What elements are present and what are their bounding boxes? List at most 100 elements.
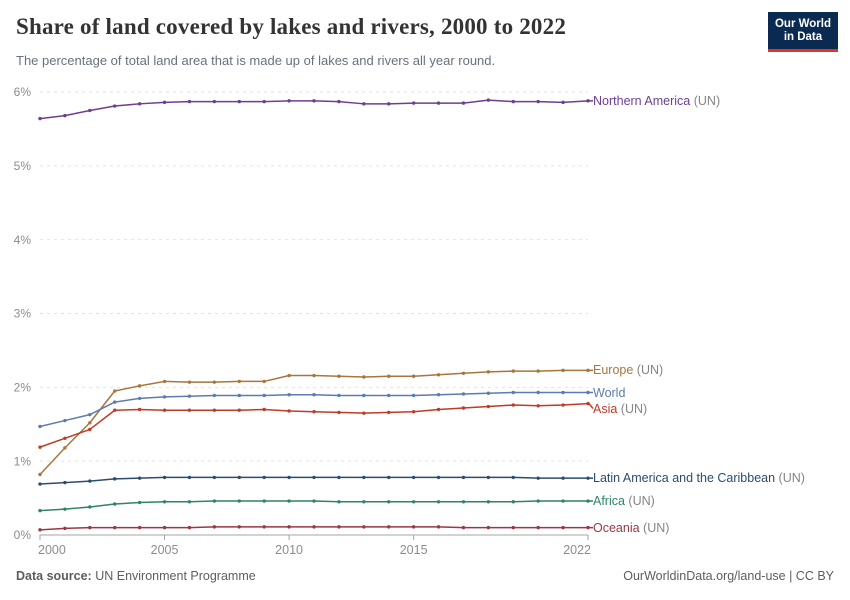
x-tick-label: 2022 xyxy=(563,543,591,557)
data-point xyxy=(38,116,42,121)
data-point xyxy=(237,379,241,384)
data-point xyxy=(187,475,192,480)
data-point xyxy=(88,108,92,113)
data-point xyxy=(113,525,117,530)
data-point xyxy=(362,102,366,106)
data-point xyxy=(362,525,366,529)
data-point xyxy=(486,500,491,504)
owid-logo[interactable]: Our World in Data xyxy=(767,12,838,52)
data-point xyxy=(411,525,416,529)
data-point xyxy=(486,525,491,530)
data-point xyxy=(38,424,42,429)
data-point xyxy=(38,508,42,513)
data-point xyxy=(137,525,142,530)
data-point xyxy=(436,101,441,105)
data-point xyxy=(586,499,590,503)
data-point xyxy=(137,407,142,412)
data-point xyxy=(63,446,67,450)
data-point xyxy=(486,391,491,395)
data-point xyxy=(312,475,316,480)
data-point xyxy=(287,373,291,378)
data-point xyxy=(162,408,167,412)
data-point xyxy=(312,409,316,414)
legend-item-oceania[interactable]: Oceania (UN) xyxy=(593,520,669,536)
data-point xyxy=(461,475,466,480)
data-point xyxy=(187,99,192,104)
data-point xyxy=(312,525,316,529)
series-africa xyxy=(38,499,590,513)
legend-connector xyxy=(588,403,594,409)
data-point xyxy=(63,526,67,531)
data-point xyxy=(88,427,92,432)
y-grid: 0% 1% 2% 3% 4% 5% 6% xyxy=(14,85,588,542)
line-chart-svg[interactable]: 0% 1% 2% 3% 4% 5% 6% 2000 2005 2010 2015 2022 xyxy=(0,78,850,560)
legend-item-latin-america-and-the-caribbean[interactable]: Latin America and the Caribbean (UN) xyxy=(593,470,805,486)
y-tick-label: 2% xyxy=(14,381,32,395)
plot-area[interactable]: 0% 1% 2% 3% 4% 5% 6% 2000 2005 2010 2015 2022 North… xyxy=(0,78,850,560)
data-point xyxy=(461,101,466,105)
data-source-value: UN Environment Programme xyxy=(95,569,256,583)
data-point xyxy=(262,379,266,384)
data-point xyxy=(511,475,515,480)
license-link[interactable]: OurWorldinData.org/land-use | CC BY xyxy=(623,569,834,583)
data-point xyxy=(511,99,515,104)
legend-series-name: Latin America and the Caribbean xyxy=(593,471,776,486)
data-point xyxy=(287,525,291,529)
y-tick-label: 6% xyxy=(14,85,32,99)
data-point xyxy=(536,390,540,395)
data-point xyxy=(536,99,540,104)
chart-footer: Data source: UN Environment Programme Ou… xyxy=(16,569,834,583)
data-point xyxy=(536,476,540,480)
data-point xyxy=(237,408,241,412)
x-axis: 2000 2005 2010 2015 2022 xyxy=(38,535,591,557)
series-asia xyxy=(38,401,590,449)
series-line xyxy=(39,369,589,476)
data-point xyxy=(262,499,266,503)
data-point xyxy=(312,393,316,397)
data-point xyxy=(212,408,217,412)
data-point xyxy=(38,528,42,532)
data-point xyxy=(88,412,92,417)
data-point xyxy=(287,99,291,103)
legend-item-northern-america[interactable]: Northern America (UN) xyxy=(593,93,720,109)
chart-title: Share of land covered by lakes and river… xyxy=(16,14,567,39)
data-point xyxy=(461,371,466,376)
data-point xyxy=(162,525,167,530)
legend-item-europe[interactable]: Europe (UN) xyxy=(593,362,663,378)
legend-series-suffix: (UN) xyxy=(624,494,655,509)
data-point xyxy=(362,375,366,379)
chart-subtitle: The percentage of total land area that i… xyxy=(16,53,496,68)
data-point xyxy=(486,404,491,409)
data-point xyxy=(362,393,366,398)
data-point xyxy=(586,476,590,480)
y-tick-label: 1% xyxy=(14,454,32,468)
data-point xyxy=(237,393,241,398)
legend-item-world[interactable]: World xyxy=(593,385,625,401)
legend-series-name: Asia xyxy=(593,401,618,416)
data-point xyxy=(411,101,416,105)
data-point xyxy=(187,380,192,384)
legend-series-name: Africa xyxy=(593,494,625,509)
data-point xyxy=(262,407,266,412)
data-point xyxy=(561,390,565,395)
legend-item-asia[interactable]: Asia (UN) xyxy=(593,401,647,417)
data-point xyxy=(237,475,241,480)
data-point xyxy=(137,476,142,480)
data-point xyxy=(436,407,441,412)
x-tick-label: 2010 xyxy=(275,543,303,557)
data-point xyxy=(162,500,167,504)
data-point xyxy=(387,500,391,504)
data-point xyxy=(337,393,341,398)
legend-item-africa[interactable]: Africa (UN) xyxy=(593,493,655,509)
series-europe xyxy=(38,368,590,477)
data-point xyxy=(88,479,92,483)
data-point xyxy=(511,500,515,504)
data-point xyxy=(262,393,266,398)
data-point xyxy=(137,500,142,505)
legend-series-suffix: (UN) xyxy=(775,471,805,486)
data-point xyxy=(536,404,540,408)
data-point xyxy=(137,384,142,388)
data-point xyxy=(337,500,341,504)
data-point xyxy=(436,393,441,397)
